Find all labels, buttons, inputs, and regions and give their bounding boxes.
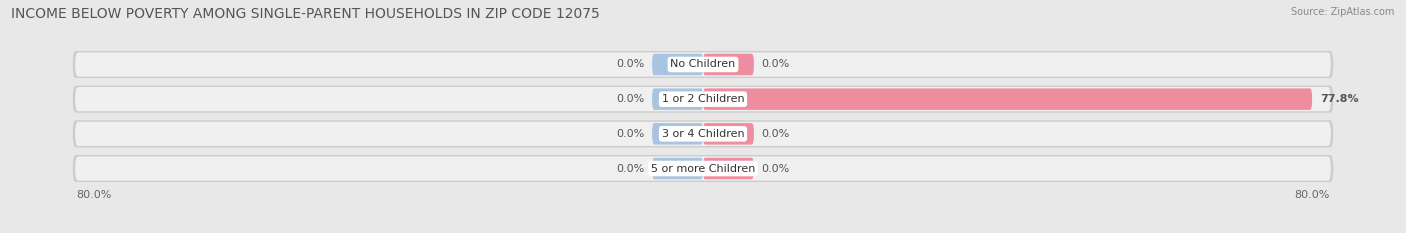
Text: No Children: No Children — [671, 59, 735, 69]
FancyBboxPatch shape — [73, 120, 1333, 147]
FancyBboxPatch shape — [652, 123, 703, 145]
Text: Source: ZipAtlas.com: Source: ZipAtlas.com — [1291, 7, 1395, 17]
Text: 0.0%: 0.0% — [616, 129, 644, 139]
Text: 80.0%: 80.0% — [1294, 190, 1329, 200]
FancyBboxPatch shape — [703, 158, 754, 179]
FancyBboxPatch shape — [703, 54, 754, 75]
Text: 0.0%: 0.0% — [616, 164, 644, 174]
Text: 0.0%: 0.0% — [616, 59, 644, 69]
Text: 0.0%: 0.0% — [762, 59, 790, 69]
Text: INCOME BELOW POVERTY AMONG SINGLE-PARENT HOUSEHOLDS IN ZIP CODE 12075: INCOME BELOW POVERTY AMONG SINGLE-PARENT… — [11, 7, 600, 21]
FancyBboxPatch shape — [73, 86, 1333, 113]
Text: 0.0%: 0.0% — [762, 129, 790, 139]
FancyBboxPatch shape — [75, 52, 1331, 77]
FancyBboxPatch shape — [75, 87, 1331, 111]
FancyBboxPatch shape — [703, 123, 754, 145]
Text: 1 or 2 Children: 1 or 2 Children — [662, 94, 744, 104]
FancyBboxPatch shape — [652, 88, 703, 110]
FancyBboxPatch shape — [652, 54, 703, 75]
FancyBboxPatch shape — [652, 158, 703, 179]
Text: 0.0%: 0.0% — [616, 94, 644, 104]
Text: 3 or 4 Children: 3 or 4 Children — [662, 129, 744, 139]
FancyBboxPatch shape — [75, 156, 1331, 181]
Text: 0.0%: 0.0% — [762, 164, 790, 174]
FancyBboxPatch shape — [73, 51, 1333, 78]
FancyBboxPatch shape — [703, 88, 1312, 110]
FancyBboxPatch shape — [73, 155, 1333, 182]
Text: 80.0%: 80.0% — [77, 190, 112, 200]
Text: 77.8%: 77.8% — [1320, 94, 1358, 104]
Text: 5 or more Children: 5 or more Children — [651, 164, 755, 174]
FancyBboxPatch shape — [75, 122, 1331, 146]
